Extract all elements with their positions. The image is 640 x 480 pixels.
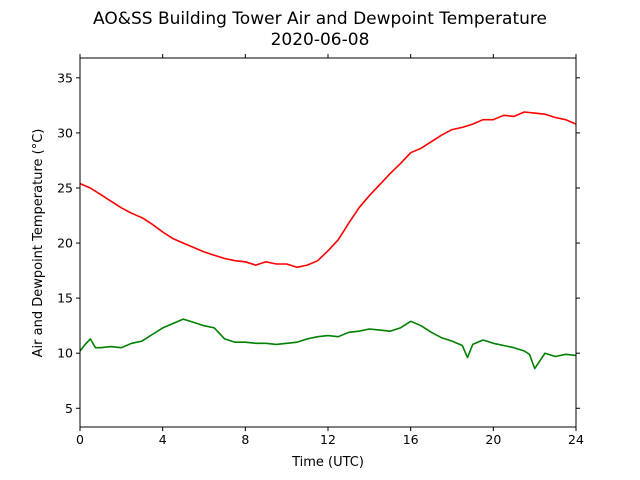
x-axis: 0 4 8 12 16 20 24 bbox=[76, 54, 584, 447]
y-tick-label: 15 bbox=[57, 291, 73, 306]
y-tick-label: 10 bbox=[57, 346, 73, 361]
series-layer bbox=[79, 111, 577, 370]
x-tick-label: 0 bbox=[76, 432, 84, 447]
y-axis-label: Air and Dewpoint Temperature (°C) bbox=[31, 129, 46, 358]
series-line-0 bbox=[79, 111, 577, 269]
x-tick-label: 20 bbox=[485, 432, 501, 447]
y-tick-label: 5 bbox=[65, 401, 73, 416]
y-axis: 5 10 15 20 25 30 35 bbox=[57, 70, 580, 416]
x-tick-label: 24 bbox=[568, 432, 584, 447]
chart-title: AO&SS Building Tower Air and Dewpoint Te… bbox=[93, 9, 547, 29]
y-tick-label: 35 bbox=[57, 70, 73, 85]
series-line-1 bbox=[79, 318, 577, 370]
x-tick-label: 8 bbox=[241, 432, 249, 447]
chart-subtitle: 2020-06-08 bbox=[271, 30, 370, 50]
y-tick-label: 20 bbox=[57, 236, 73, 251]
x-tick-label: 4 bbox=[159, 432, 167, 447]
x-tick-label: 12 bbox=[320, 432, 336, 447]
y-tick-label: 25 bbox=[57, 180, 73, 195]
x-axis-label: Time (UTC) bbox=[291, 455, 364, 470]
y-tick-label: 30 bbox=[57, 125, 73, 140]
x-tick-label: 16 bbox=[403, 432, 419, 447]
